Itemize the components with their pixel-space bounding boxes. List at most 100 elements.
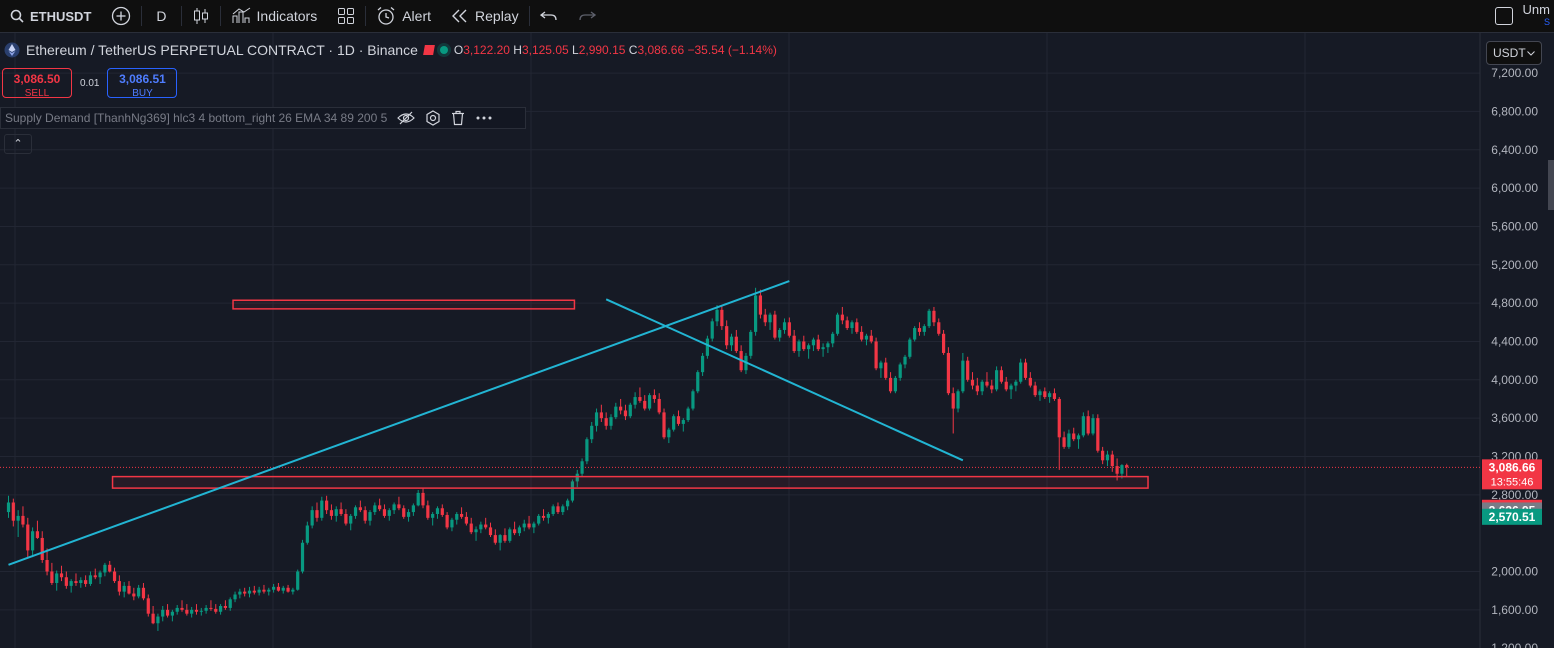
candle-body [913, 328, 917, 340]
candle-body [522, 523, 526, 528]
candle-body [358, 507, 362, 511]
candle-body [696, 372, 700, 392]
candle-body [464, 516, 468, 524]
candle-body [440, 508, 444, 515]
search-icon [10, 9, 24, 23]
candle-body [315, 510, 319, 518]
candle-body [6, 502, 11, 513]
candle-body [247, 590, 252, 594]
toolbar-divider [141, 6, 143, 26]
ohlc-values: O3,122.20 H3,125.05 L2,990.15 C3,086.66 … [454, 43, 777, 57]
undo-button[interactable] [530, 0, 568, 32]
candle-body [864, 335, 869, 340]
candle-body [884, 362, 888, 378]
candle-body [1057, 398, 1061, 438]
trendline[interactable] [8, 280, 790, 566]
candle-body [662, 412, 666, 438]
candle-body [855, 322, 859, 332]
interval-button[interactable]: D [142, 0, 180, 32]
candle-body [40, 537, 44, 560]
trade-panel: 3,086.50 SELL 0.01 3,086.51 BUY [2, 68, 178, 99]
candle-body [112, 571, 117, 582]
candle-body [951, 393, 955, 409]
buy-button[interactable]: 3,086.51 BUY [107, 68, 178, 99]
candle-body [787, 322, 791, 336]
candle-body [84, 580, 88, 584]
candle-body [860, 331, 864, 340]
redo-button[interactable] [568, 0, 606, 32]
trash-icon[interactable] [451, 110, 465, 126]
layout-name-label[interactable]: Unm [1522, 2, 1550, 17]
candle-body [286, 587, 290, 592]
candle-body [537, 515, 541, 524]
candle-body [156, 616, 160, 624]
candle-body [233, 594, 237, 600]
toolbar-right: Unm S [1494, 0, 1554, 32]
symbol-title[interactable]: Ethereum / TetherUS PERPETUAL CONTRACT ·… [26, 42, 418, 58]
candle-body [31, 531, 35, 551]
grid [0, 33, 1480, 648]
candle-body [961, 360, 965, 392]
candle-body [392, 504, 396, 511]
candle-body [329, 510, 334, 516]
candle-body [26, 524, 30, 551]
templates-button[interactable] [327, 0, 365, 32]
candle-body [672, 416, 676, 430]
price-tick-label: 1,200.00 [1491, 641, 1538, 648]
candle-body [151, 613, 155, 624]
candle-body [1110, 454, 1114, 467]
candle-body [117, 581, 121, 592]
candle-body [416, 492, 420, 506]
price-tick-label: 4,000.00 [1491, 373, 1538, 387]
redo-icon [578, 11, 596, 21]
eye-off-icon[interactable] [397, 111, 416, 125]
spread-value: 0.01 [80, 77, 100, 89]
candle-body [956, 391, 960, 409]
candle-body [103, 564, 107, 573]
candle-body [199, 610, 203, 612]
alert-button[interactable]: Alert [366, 0, 441, 32]
candle-body [754, 295, 758, 332]
indicators-button[interactable]: Indicators [221, 0, 328, 32]
candle-body [479, 524, 483, 530]
sell-button[interactable]: 3,086.50 SELL [2, 68, 72, 99]
replay-button[interactable]: Replay [441, 0, 529, 32]
flag-icon[interactable] [422, 45, 435, 55]
chart-type-button[interactable] [182, 0, 220, 32]
candle-body [64, 577, 68, 586]
candle-body [734, 336, 738, 352]
candle-body [469, 523, 473, 533]
candle-body [566, 500, 570, 507]
candle-body [132, 593, 136, 597]
candle-body [108, 564, 112, 572]
candle-body [503, 535, 507, 541]
currency-selector[interactable]: USDT [1486, 41, 1542, 65]
more-icon[interactable] [475, 115, 493, 121]
candle-body [45, 559, 49, 572]
unnamed-checkbox[interactable] [1494, 7, 1513, 25]
candle-body [498, 535, 502, 543]
candle-body [296, 571, 300, 590]
supply-demand-zone[interactable] [232, 299, 576, 310]
indicator-legend-row[interactable]: Supply Demand [ThanhNg369] hlc3 4 bottom… [0, 107, 526, 129]
scroll-handle[interactable] [1548, 160, 1554, 210]
symbol-label: ETHUSDT [30, 8, 92, 24]
candle-body [1023, 362, 1028, 378]
price-tick-label: 2,000.00 [1491, 565, 1538, 579]
trendline[interactable] [605, 298, 964, 462]
candle-body [445, 514, 449, 528]
collapse-legend-button[interactable]: ⌃ [4, 134, 32, 154]
candle-body [397, 504, 401, 509]
candle-body [59, 573, 64, 578]
candle-body [614, 406, 618, 418]
settings-icon[interactable] [425, 110, 441, 126]
supply-demand-zone[interactable] [111, 475, 1149, 489]
compare-symbol-button[interactable] [101, 0, 141, 32]
candle-body [252, 590, 256, 593]
candle-body [513, 529, 517, 534]
candle-body [262, 589, 266, 592]
price-axis[interactable] [1480, 33, 1554, 648]
candle-body [69, 581, 73, 586]
symbol-search[interactable]: ETHUSDT [0, 0, 101, 32]
